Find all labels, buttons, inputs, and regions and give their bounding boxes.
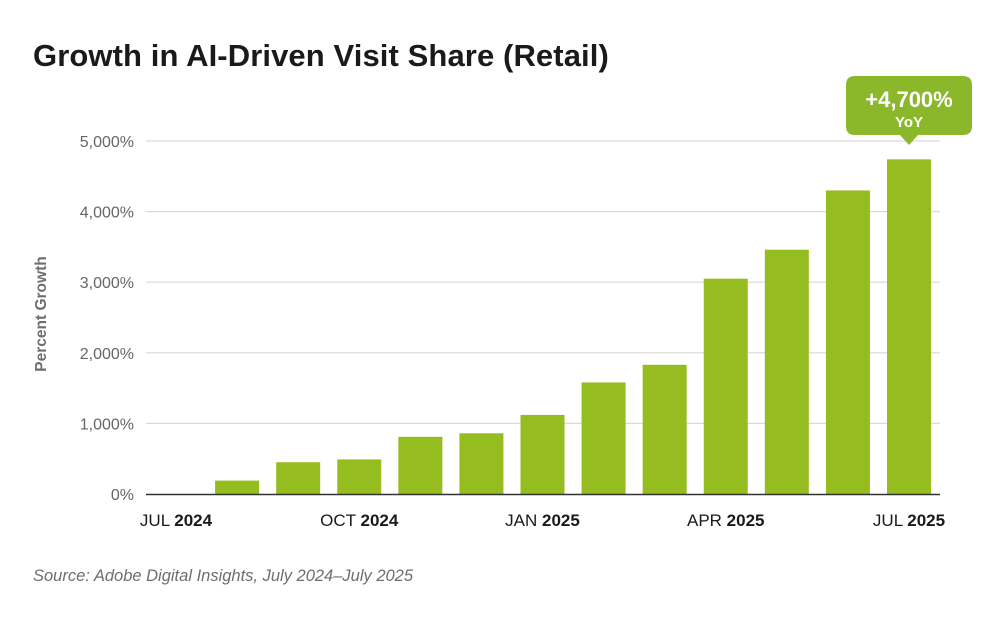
callout-bubble: [846, 76, 972, 145]
x-tick-label: JUL 2024: [140, 511, 213, 530]
bar-oct-2024: [337, 459, 382, 494]
gridlines: [146, 140, 940, 424]
y-axis-ticks: 0% 1,000% 2,000% 3,000% 4,000% 5,000%: [80, 134, 134, 504]
callout-subtext: YoY: [895, 114, 923, 131]
y-tick-label: 0%: [111, 487, 134, 504]
x-tick-label: JAN 2025: [505, 511, 580, 530]
bars: [215, 159, 931, 495]
bar-jun-2025: [825, 190, 870, 495]
y-tick-label: 4,000%: [80, 205, 134, 222]
bar-dec-2024: [459, 433, 504, 494]
x-tick-label: APR 2025: [687, 511, 765, 530]
y-tick-label: 5,000%: [80, 134, 134, 151]
bar-may-2025: [764, 249, 809, 494]
chart-title: Growth in AI-Driven Visit Share (Retail): [33, 38, 609, 73]
source-note: Source: Adobe Digital Insights, July 202…: [33, 567, 414, 585]
bar-aug-2024: [215, 480, 260, 494]
yoy-callout: +4,700% YoY: [846, 76, 972, 145]
callout-value: +4,700%: [865, 87, 952, 112]
bar-jan-2025: [520, 414, 565, 494]
y-tick-label: 2,000%: [80, 346, 134, 363]
y-tick-label: 1,000%: [80, 416, 134, 433]
bar-jul-2025: [887, 159, 931, 494]
y-tick-label: 3,000%: [80, 275, 134, 292]
x-axis-ticks: JUL 2024 OCT 2024 JAN 2025 APR 2025 JUL 2025: [140, 511, 945, 530]
bar-apr-2025: [703, 278, 748, 494]
bar-sep-2024: [276, 462, 321, 494]
x-tick-label: JUL 2025: [873, 511, 945, 530]
bar-nov-2024: [398, 436, 443, 494]
bar-chart: Percent Growth 0% 1,000% 2,000% 3,000% 4,000…: [33, 76, 972, 530]
x-tick-label: OCT 2024: [320, 511, 399, 530]
y-axis-label: Percent Growth: [33, 256, 50, 371]
bar-mar-2025: [642, 364, 687, 494]
bar-feb-2025: [581, 382, 626, 494]
